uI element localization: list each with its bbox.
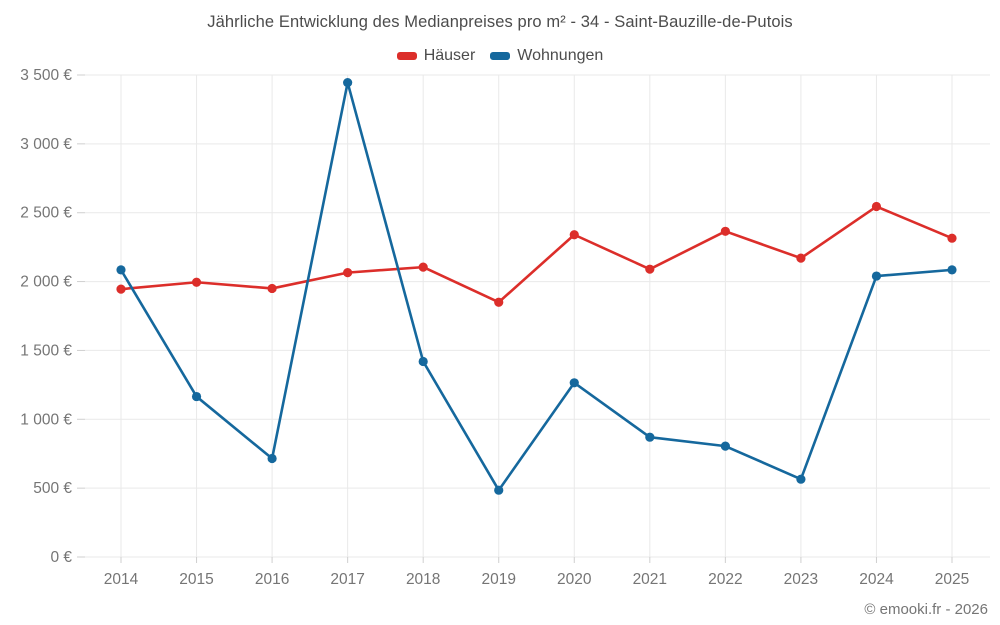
data-point-wohnungen-2019[interactable] [494, 485, 504, 495]
x-tick-label: 2017 [330, 571, 364, 588]
data-point-häuser-2015[interactable] [191, 277, 202, 287]
y-tick-label: 2 000 € [20, 274, 72, 291]
y-tick-label: 0 € [50, 549, 72, 566]
data-point-häuser-2022[interactable] [720, 226, 730, 236]
data-point-häuser-2024[interactable] [871, 201, 882, 212]
y-tick-label: 2 500 € [20, 205, 72, 222]
x-tick-label: 2025 [935, 571, 969, 588]
legend-swatch-haeuser [396, 52, 417, 60]
legend-item-haeuser[interactable]: Häuser [396, 47, 476, 65]
data-point-häuser-2019[interactable] [494, 297, 504, 307]
y-tick-label: 1 000 € [20, 411, 72, 428]
x-tick-label: 2016 [255, 571, 289, 588]
data-point-häuser-2016[interactable] [267, 283, 277, 294]
x-tick-label: 2022 [708, 571, 742, 588]
x-tick-label: 2015 [179, 571, 213, 588]
data-point-wohnungen-2014[interactable] [116, 265, 126, 275]
data-point-wohnungen-2017[interactable] [343, 77, 353, 88]
data-point-wohnungen-2020[interactable] [569, 378, 579, 388]
y-tick-label: 3 500 € [20, 67, 72, 84]
data-point-wohnungen-2023[interactable] [796, 474, 806, 484]
legend-item-wohnungen[interactable]: Wohnungen [490, 47, 603, 65]
legend-label-wohnungen: Wohnungen [517, 47, 604, 64]
data-point-wohnungen-2025[interactable] [947, 265, 957, 275]
data-point-wohnungen-2018[interactable] [418, 356, 428, 367]
x-tick-label: 2018 [406, 571, 440, 588]
x-tick-label: 2024 [859, 571, 894, 588]
x-tick-label: 2023 [784, 571, 818, 588]
series-line-häuser [119, 205, 954, 304]
x-tick-label: 2019 [481, 571, 515, 588]
data-point-häuser-2023[interactable] [796, 253, 806, 263]
legend-label-haeuser: Häuser [423, 47, 476, 64]
y-tick-label: 1 500 € [20, 342, 72, 359]
x-tick-label: 2021 [633, 571, 667, 588]
legend-swatch-wohnungen [490, 52, 511, 60]
data-point-wohnungen-2024[interactable] [871, 271, 882, 281]
series-line-wohnungen [119, 81, 954, 492]
chart-title: Jährliche Entwicklung des Medianpreises … [207, 13, 793, 31]
y-tick-label: 500 € [33, 480, 72, 497]
data-point-häuser-2021[interactable] [645, 264, 655, 274]
data-point-wohnungen-2022[interactable] [720, 441, 730, 451]
x-tick-label: 2020 [557, 571, 592, 588]
x-tick-label: 2014 [104, 571, 139, 588]
data-point-häuser-2025[interactable] [947, 233, 957, 243]
data-point-häuser-2018[interactable] [418, 262, 428, 272]
copyright-text: © emooki.fr - 2026 [864, 601, 988, 618]
data-point-wohnungen-2021[interactable] [645, 432, 655, 442]
data-point-häuser-2020[interactable] [569, 230, 579, 240]
data-point-wohnungen-2015[interactable] [191, 391, 202, 402]
chart-legend: Häuser Wohnungen [0, 47, 1000, 65]
y-tick-label: 3 000 € [20, 136, 72, 153]
data-point-wohnungen-2016[interactable] [267, 453, 277, 464]
data-point-häuser-2014[interactable] [116, 284, 126, 294]
data-point-häuser-2017[interactable] [343, 268, 353, 278]
